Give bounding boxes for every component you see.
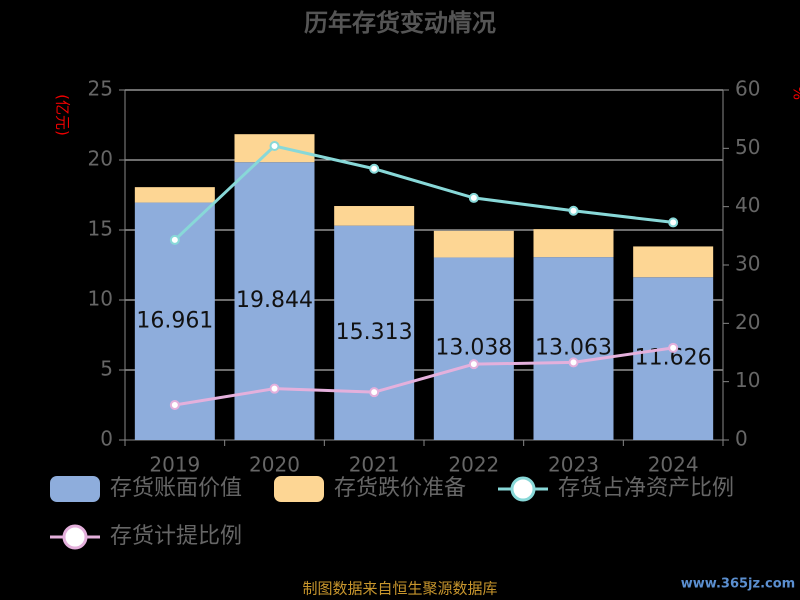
bar <box>533 257 614 440</box>
y-tick-label: 0 <box>100 427 113 451</box>
x-tick-label: 2020 <box>249 453 300 477</box>
point <box>269 383 280 394</box>
data-label: 16.961 <box>136 308 213 333</box>
point <box>468 192 479 203</box>
point <box>568 357 579 368</box>
y2-tick-label: 20 <box>735 310 760 334</box>
point <box>169 234 180 245</box>
line <box>174 346 674 407</box>
bar <box>334 206 415 226</box>
bar <box>633 246 714 278</box>
x-tick-label: 2022 <box>448 453 499 477</box>
x-tick-label: 2019 <box>149 453 200 477</box>
y2-axis-label: % <box>790 86 800 100</box>
bar <box>633 277 714 440</box>
x-tick-label: 2021 <box>349 453 400 477</box>
bar <box>433 257 514 440</box>
y2-tick-label: 30 <box>735 252 760 276</box>
point <box>169 400 180 410</box>
y2-tick-label: 40 <box>735 193 760 217</box>
bar <box>334 225 415 440</box>
bar <box>134 187 215 203</box>
y-axis-label: (亿元) <box>54 94 72 136</box>
y-tick-label: 20 <box>88 147 113 171</box>
y2-tick-label: 50 <box>735 135 760 159</box>
point <box>568 205 579 216</box>
point <box>269 141 280 151</box>
legend-marker <box>62 524 88 550</box>
bar <box>433 230 514 258</box>
legend-marker <box>510 476 536 502</box>
legend-swatch <box>50 476 100 502</box>
y-tick-label: 5 <box>100 357 113 381</box>
y-tick-label: 15 <box>88 217 113 241</box>
point <box>668 217 679 228</box>
y-tick-label: 25 <box>88 77 113 101</box>
x-tick-label: 2023 <box>548 453 599 477</box>
data-label: 13.038 <box>435 336 512 361</box>
line <box>173 144 674 242</box>
legend-swatch <box>274 476 324 502</box>
source-note: 制图数据来自恒生聚源数据库 <box>302 580 497 598</box>
x-tick-label: 2024 <box>648 453 699 477</box>
data-label: 15.313 <box>336 320 413 345</box>
data-label: 13.063 <box>535 336 612 361</box>
y2-tick-label: 0 <box>735 427 748 451</box>
legend-label: 存货账面价值 <box>110 476 242 501</box>
watermark: www.365jz.com <box>681 577 795 592</box>
legend-label: 存货占净资产比例 <box>558 476 734 501</box>
y2-tick-label: 60 <box>735 77 760 101</box>
bar <box>533 229 614 258</box>
point <box>369 163 380 174</box>
data-label: 19.844 <box>236 288 313 313</box>
point <box>668 342 679 353</box>
y2-tick-label: 10 <box>735 368 760 392</box>
point <box>369 387 380 398</box>
legend-label: 存货跌价准备 <box>334 476 466 501</box>
legend-label: 存货计提比例 <box>110 524 242 549</box>
chart-title: 历年存货变动情况 <box>304 9 496 37</box>
point <box>468 359 479 370</box>
y-tick-label: 10 <box>88 287 113 311</box>
